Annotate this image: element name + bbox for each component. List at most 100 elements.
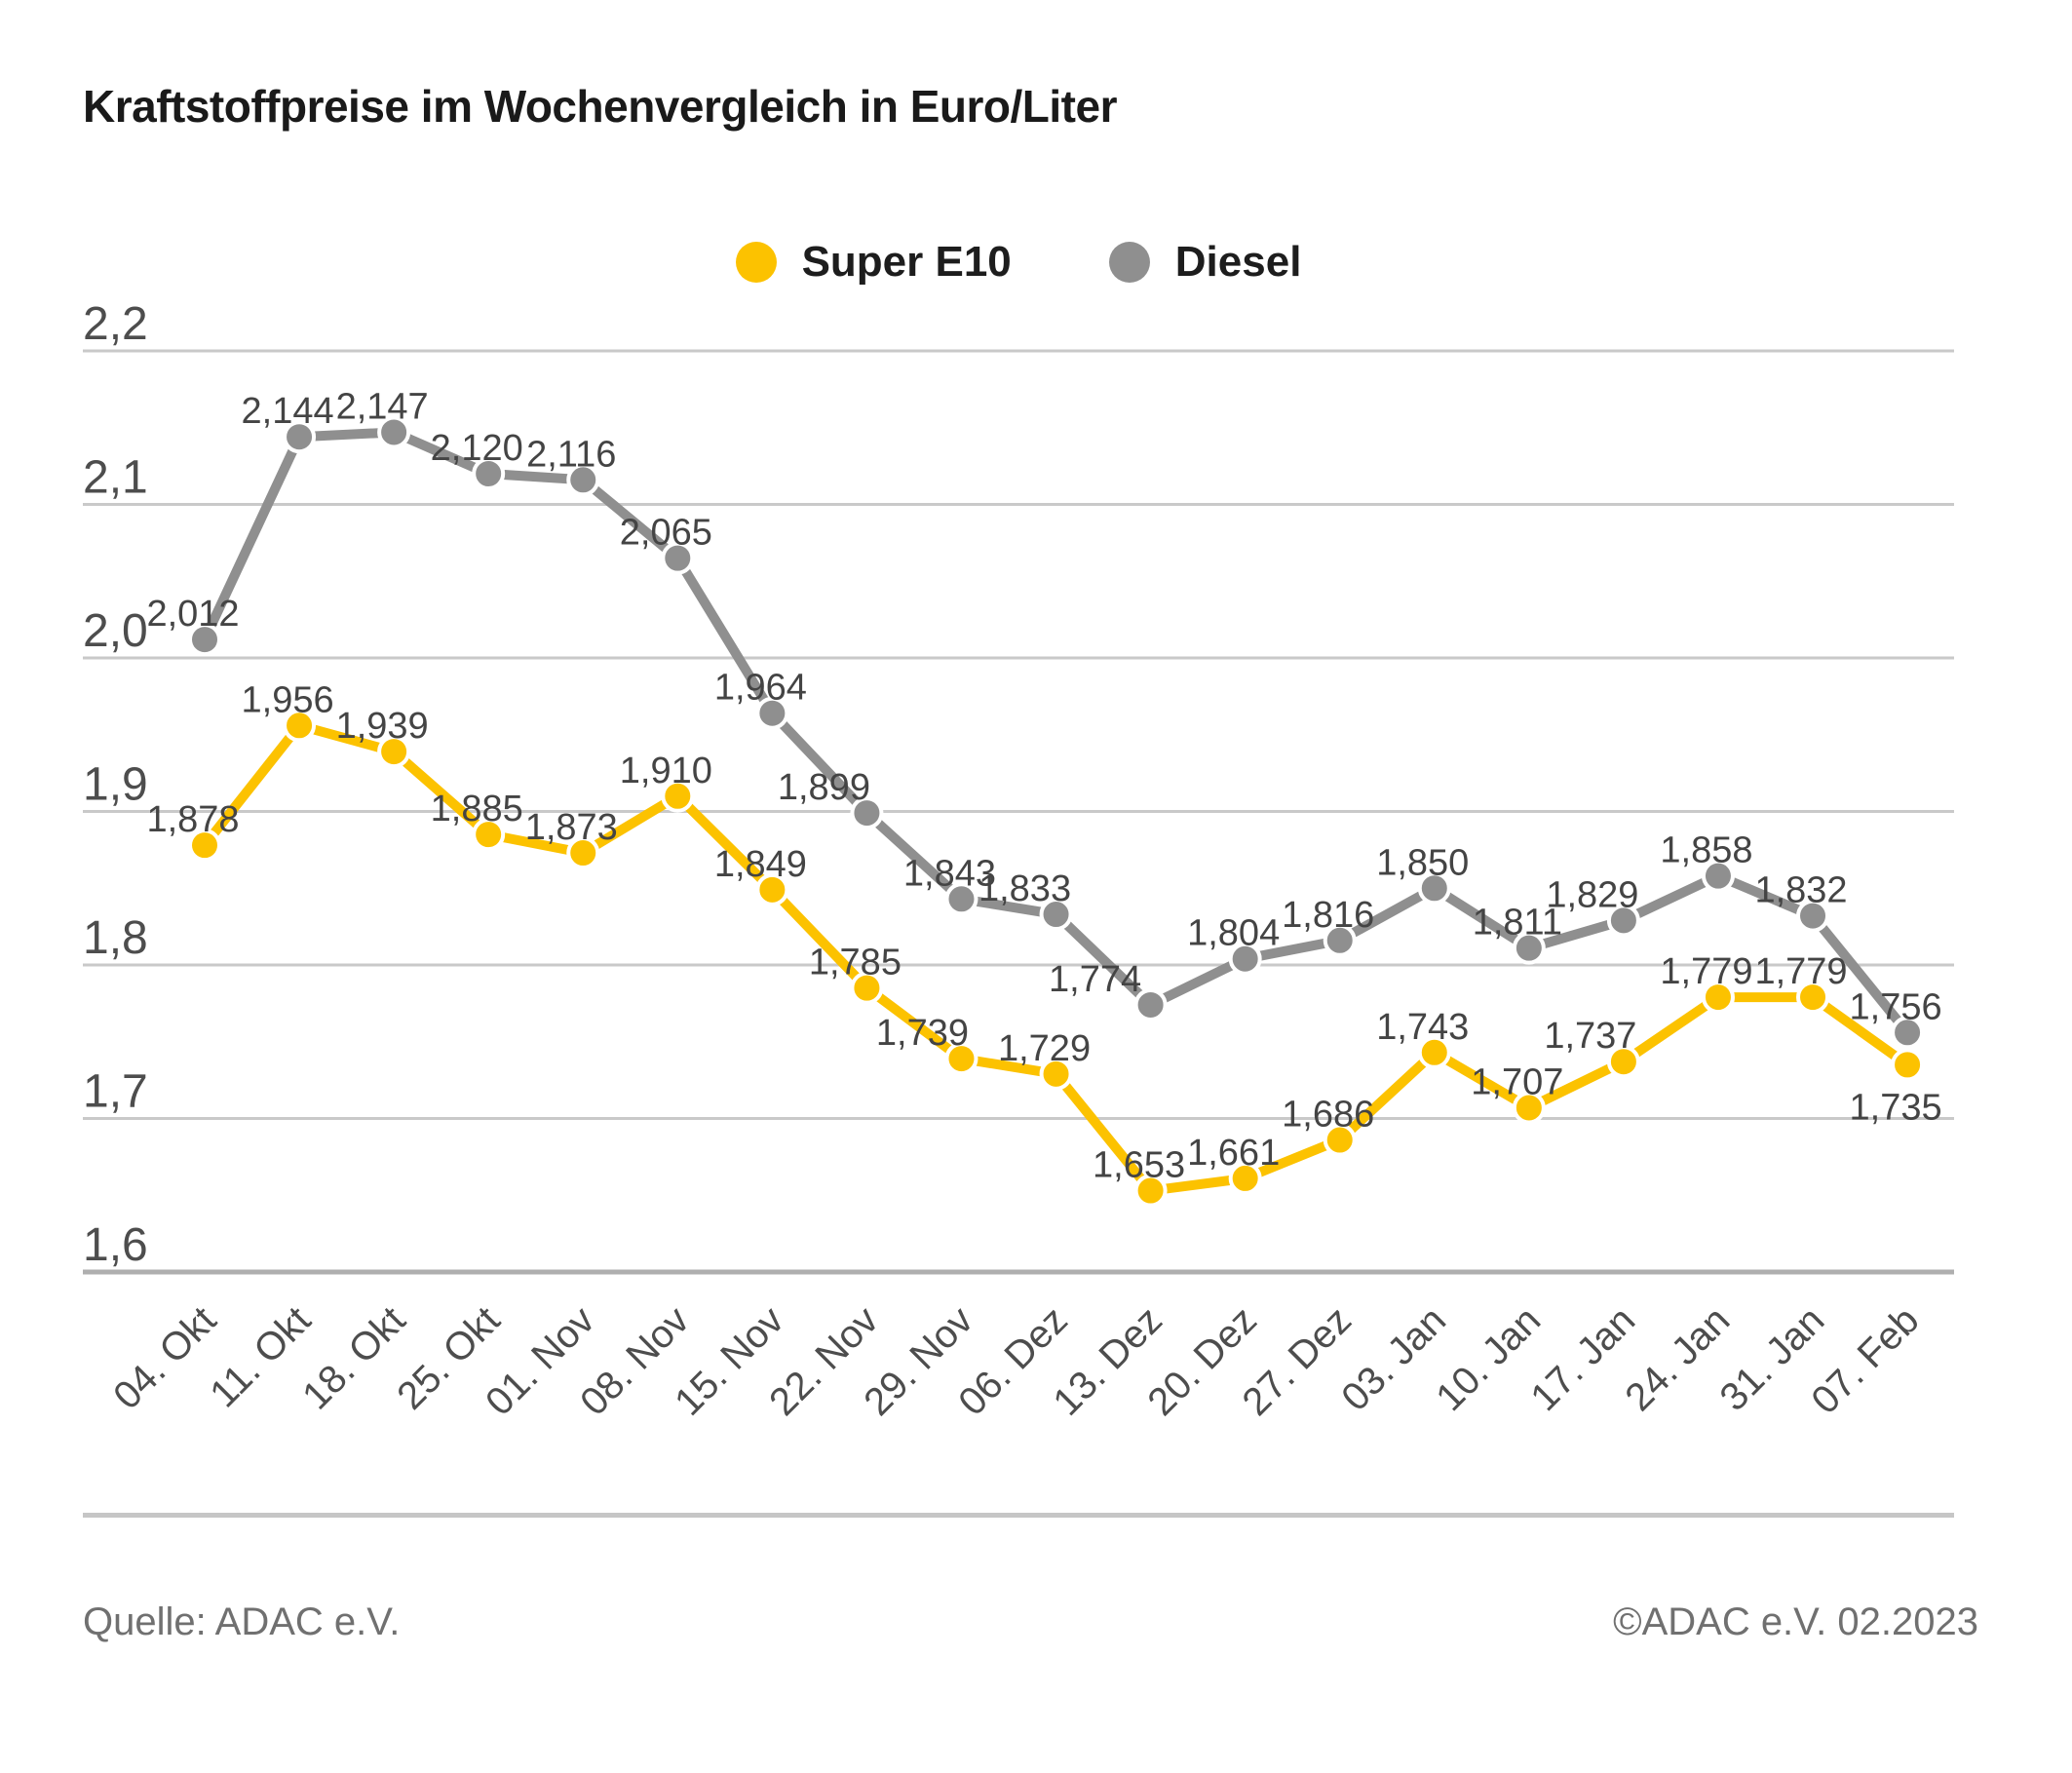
y-axis-tick-label: 1,9 [83,759,148,811]
data-point-super-e10 [188,829,221,863]
data-point-diesel [1701,859,1735,893]
data-label-super-e10: 1,686 [1282,1095,1374,1136]
y-axis-tick-label: 1,7 [83,1066,148,1118]
data-label-diesel: 1,816 [1282,895,1374,936]
data-label-super-e10: 1,735 [1850,1087,1942,1128]
data-label-diesel: 1,899 [778,767,870,808]
legend-item-super-e10: Super E10 [735,238,1012,287]
data-point-super-e10 [1417,1035,1451,1069]
data-point-diesel [1417,871,1451,906]
data-point-super-e10 [283,709,317,743]
legend: Super E10 Diesel [83,238,1954,287]
data-label-super-e10: 1,661 [1187,1133,1280,1174]
data-point-super-e10 [755,872,789,906]
data-label-diesel: 1,858 [1660,830,1752,871]
legend-item-diesel: Diesel [1108,238,1302,287]
data-point-diesel [661,541,695,575]
data-point-diesel [1323,923,1357,957]
data-point-diesel [1891,1016,1925,1050]
data-label-super-e10: 1,939 [336,706,429,747]
data-point-diesel [1512,931,1546,965]
data-point-super-e10 [472,818,506,852]
data-point-super-e10 [1606,1045,1640,1079]
data-point-super-e10 [1133,1174,1168,1208]
series-line-diesel [200,427,1913,1038]
data-label-diesel: 1,811 [1473,903,1562,944]
data-point-super-e10 [1512,1091,1546,1125]
y-axis-tick-label: 2,2 [83,298,148,350]
data-label-super-e10: 1,739 [876,1013,969,1054]
data-point-super-e10 [1228,1161,1262,1195]
data-point-super-e10 [1039,1057,1073,1091]
data-point-diesel [188,623,221,657]
chart-title: Kraftstoffpreise im Wochenvergleich in E… [83,81,1117,132]
data-label-super-e10: 1,779 [1660,951,1752,992]
data-label-super-e10: 1,878 [146,799,239,840]
data-label-diesel: 2,012 [146,594,239,635]
data-point-super-e10 [944,1042,978,1076]
data-label-diesel: 2,147 [336,386,429,427]
data-point-super-e10 [1701,981,1735,1015]
legend-label-super-e10: Super E10 [801,238,1012,286]
y-axis-tick-label: 1,8 [83,912,148,964]
data-point-diesel [755,696,789,730]
data-label-diesel: 1,756 [1850,986,1942,1027]
data-point-diesel [377,415,411,449]
data-point-diesel [472,457,506,490]
data-point-diesel [283,420,317,454]
data-label-super-e10: 1,885 [431,789,523,829]
data-label-super-e10: 1,779 [1754,951,1847,992]
data-label-diesel: 1,833 [978,868,1071,909]
x-axis-tick-label: 17. Jan [1522,1298,1643,1419]
data-label-diesel: 1,964 [714,668,807,709]
legend-dot-diesel-icon [1108,242,1150,283]
data-label-diesel: 1,829 [1546,874,1638,915]
x-axis-tick-label: 11. Okt [202,1298,319,1415]
footer-separator [83,1513,1954,1518]
data-point-diesel [1039,898,1073,932]
y-axis-tick-label: 1,6 [83,1219,148,1271]
y-axis-tick-label: 2,1 [83,452,148,504]
data-point-diesel [850,796,884,830]
legend-label-diesel: Diesel [1174,238,1302,286]
data-label-diesel: 2,116 [526,434,616,475]
data-label-super-e10: 1,737 [1544,1016,1636,1057]
data-point-diesel [1796,899,1830,933]
data-point-super-e10 [850,971,884,1005]
data-label-super-e10: 1,956 [242,679,334,720]
data-label-super-e10: 1,873 [525,807,618,848]
data-point-super-e10 [377,735,411,769]
data-label-super-e10: 1,653 [1093,1145,1185,1186]
y-axis-tick-label: 2,0 [83,605,148,657]
data-label-super-e10: 1,743 [1376,1007,1469,1048]
data-point-super-e10 [1323,1123,1357,1157]
data-label-diesel: 1,774 [1049,959,1141,1000]
data-label-diesel: 2,144 [242,391,334,432]
data-label-diesel: 2,120 [431,428,523,469]
x-axis-tick-label: 10. Jan [1428,1298,1549,1419]
x-axis-tick-label: 03. Jan [1333,1298,1454,1419]
footer-source: Quelle: ADAC e.V. [83,1600,401,1643]
data-label-super-e10: 1,785 [809,943,902,983]
data-point-diesel [944,882,978,916]
data-point-diesel [1606,904,1640,938]
data-label-diesel: 1,832 [1754,870,1847,911]
data-point-super-e10 [661,779,695,813]
data-label-diesel: 1,804 [1187,913,1280,954]
data-label-super-e10: 1,707 [1471,1061,1563,1102]
x-axis-tick-label: 07. Feb [1803,1298,1927,1422]
data-label-super-e10: 1,729 [998,1028,1091,1069]
footer-copyright: ©ADAC e.V. 02.2023 [1613,1600,1978,1643]
x-axis-tick-label: 18. Okt [294,1298,413,1417]
data-label-diesel: 2,065 [620,513,712,554]
data-point-diesel [566,463,600,497]
data-point-super-e10 [566,836,600,870]
data-label-diesel: 1,850 [1376,842,1469,883]
data-label-super-e10: 1,910 [620,751,712,791]
data-point-super-e10 [1891,1048,1925,1082]
data-point-diesel [1133,987,1168,1021]
legend-dot-super-e10-icon [735,242,777,283]
x-axis-tick-label: 24. Jan [1617,1298,1738,1419]
